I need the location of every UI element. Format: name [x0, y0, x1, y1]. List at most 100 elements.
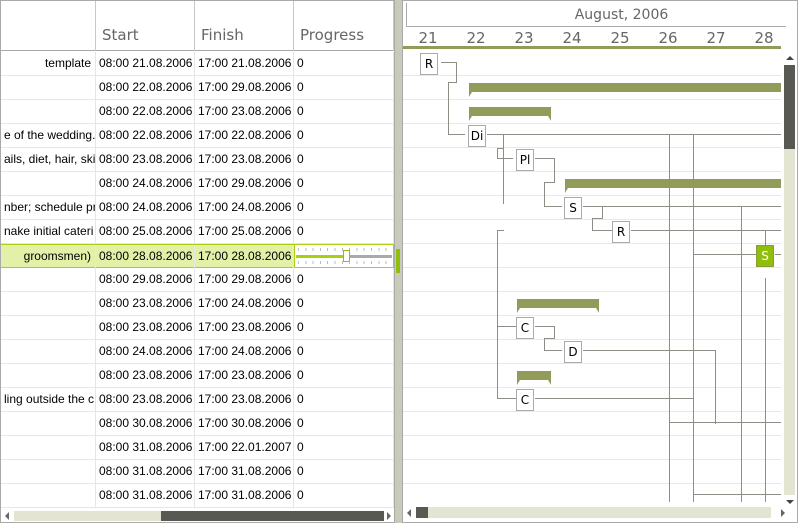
progress-slider[interactable]: [294, 244, 394, 268]
cell-name[interactable]: [1, 316, 96, 340]
cell-progress[interactable]: 0: [294, 340, 394, 364]
cell-finish[interactable]: 17:00 23.08.2006: [195, 148, 294, 172]
cell-finish[interactable]: 17:00 23.08.2006: [195, 388, 294, 412]
cell-finish[interactable]: 17:00 24.08.2006: [195, 340, 294, 364]
cell-finish[interactable]: 17:00 28.08.2006: [195, 245, 294, 269]
milestone-task[interactable]: S: [756, 245, 774, 267]
table-row[interactable]: 08:00 31.08.2006 17:00 22.01.2007 0: [1, 436, 394, 460]
cell-start[interactable]: 08:00 31.08.2006: [96, 460, 195, 484]
cell-start[interactable]: 08:00 24.08.2006: [96, 196, 195, 220]
cell-name[interactable]: [1, 364, 96, 388]
scroll-right-icon[interactable]: [781, 509, 785, 517]
cell-name[interactable]: template: [1, 52, 96, 76]
cell-start[interactable]: 08:00 31.08.2006: [96, 484, 195, 508]
task-box[interactable]: C: [516, 317, 534, 339]
cell-start[interactable]: 08:00 25.08.2006: [96, 220, 195, 244]
task-box[interactable]: Di: [468, 125, 486, 147]
cell-name[interactable]: [1, 484, 96, 508]
cell-start[interactable]: 08:00 24.08.2006: [96, 172, 195, 196]
cell-finish[interactable]: 17:00 30.08.2006: [195, 412, 294, 436]
cell-start[interactable]: 08:00 28.08.2006: [96, 245, 195, 269]
table-row[interactable]: 08:00 23.08.2006 17:00 24.08.2006 0: [1, 292, 394, 316]
cell-progress[interactable]: 0: [294, 412, 394, 436]
cell-start[interactable]: 08:00 31.08.2006: [96, 436, 195, 460]
task-box[interactable]: S: [564, 197, 582, 219]
table-row[interactable]: 08:00 22.08.2006 17:00 29.08.2006 0: [1, 76, 394, 100]
cell-finish[interactable]: 17:00 22.08.2006: [195, 124, 294, 148]
cell-finish[interactable]: 17:00 31.08.2006: [195, 484, 294, 508]
cell-progress[interactable]: 0: [294, 220, 394, 244]
cell-finish[interactable]: 17:00 24.08.2006: [195, 292, 294, 316]
cell-start[interactable]: 08:00 29.08.2006: [96, 268, 195, 292]
cell-finish[interactable]: 17:00 23.08.2006: [195, 364, 294, 388]
chart-vertical-scrollbar[interactable]: [782, 52, 797, 508]
cell-finish[interactable]: 17:00 29.08.2006: [195, 172, 294, 196]
scroll-track[interactable]: [416, 507, 771, 518]
task-box[interactable]: R: [612, 221, 630, 243]
cell-name[interactable]: [1, 268, 96, 292]
cell-name[interactable]: [1, 412, 96, 436]
cell-progress[interactable]: 0: [294, 436, 394, 460]
summary-bar[interactable]: [517, 299, 599, 313]
cell-start[interactable]: 08:00 23.08.2006: [96, 148, 195, 172]
cell-name[interactable]: groomsmen): [1, 245, 96, 269]
cell-start[interactable]: 08:00 23.08.2006: [96, 364, 195, 388]
table-row[interactable]: template 08:00 21.08.2006 17:00 21.08.2006…: [1, 52, 394, 76]
column-header-progress[interactable]: Progress: [294, 1, 394, 51]
table-row[interactable]: groomsmen) 08:00 28.08.2006 17:00 28.08.20…: [1, 244, 394, 269]
cell-name[interactable]: nake initial cateri: [1, 220, 96, 244]
cell-progress[interactable]: 0: [294, 148, 394, 172]
summary-bar[interactable]: [517, 371, 551, 385]
cell-name[interactable]: [1, 172, 96, 196]
cell-start[interactable]: 08:00 24.08.2006: [96, 340, 195, 364]
cell-finish[interactable]: 17:00 22.01.2007: [195, 436, 294, 460]
column-header-start[interactable]: Start: [96, 1, 195, 51]
table-row[interactable]: ling outside the c 08:00 23.08.2006 17:00 …: [1, 388, 394, 412]
task-box[interactable]: R: [420, 53, 438, 75]
scroll-thumb[interactable]: [784, 65, 795, 149]
scroll-left-icon[interactable]: [5, 512, 9, 520]
cell-start[interactable]: 08:00 21.08.2006: [96, 52, 195, 76]
table-row[interactable]: nber; schedule pr 08:00 24.08.2006 17:00 2…: [1, 196, 394, 220]
summary-bar[interactable]: [469, 83, 781, 97]
scroll-thumb[interactable]: [416, 507, 428, 518]
cell-start[interactable]: 08:00 30.08.2006: [96, 412, 195, 436]
task-box[interactable]: D: [564, 341, 582, 363]
cell-finish[interactable]: 17:00 25.08.2006: [195, 220, 294, 244]
splitter-handle[interactable]: [396, 249, 400, 273]
cell-start[interactable]: 08:00 22.08.2006: [96, 124, 195, 148]
cell-progress[interactable]: 0: [294, 484, 394, 508]
cell-name[interactable]: [1, 436, 96, 460]
cell-finish[interactable]: 17:00 29.08.2006: [195, 76, 294, 100]
cell-start[interactable]: 08:00 22.08.2006: [96, 76, 195, 100]
scroll-right-icon[interactable]: [387, 512, 391, 520]
cell-name[interactable]: [1, 100, 96, 124]
cell-name[interactable]: [1, 292, 96, 316]
cell-progress[interactable]: 0: [294, 292, 394, 316]
table-row[interactable]: nake initial cateri 08:00 25.08.2006 17:00…: [1, 220, 394, 244]
table-row[interactable]: 08:00 31.08.2006 17:00 31.08.2006 0: [1, 484, 394, 508]
cell-name[interactable]: ling outside the c: [1, 388, 96, 412]
table-row[interactable]: 08:00 24.08.2006 17:00 24.08.2006 0: [1, 340, 394, 364]
summary-bar[interactable]: [469, 107, 551, 121]
summary-bar[interactable]: [565, 179, 781, 193]
cell-progress[interactable]: 0: [294, 196, 394, 220]
cell-start[interactable]: 08:00 23.08.2006: [96, 316, 195, 340]
cell-progress[interactable]: 0: [294, 364, 394, 388]
cell-finish[interactable]: 17:00 29.08.2006: [195, 268, 294, 292]
grid-horizontal-scrollbar[interactable]: [1, 509, 394, 522]
cell-finish[interactable]: 17:00 24.08.2006: [195, 196, 294, 220]
cell-progress[interactable]: 0: [294, 316, 394, 340]
table-row[interactable]: 08:00 22.08.2006 17:00 23.08.2006 0: [1, 100, 394, 124]
table-row[interactable]: ails, diet, hair, ski 08:00 23.08.2006 17:…: [1, 148, 394, 172]
task-box[interactable]: Pl: [516, 149, 534, 171]
scroll-thumb[interactable]: [161, 511, 384, 521]
cell-finish[interactable]: 17:00 21.08.2006: [195, 52, 294, 76]
cell-name[interactable]: nber; schedule pr: [1, 196, 96, 220]
cell-progress[interactable]: 0: [294, 100, 394, 124]
cell-progress[interactable]: 0: [294, 460, 394, 484]
cell-progress[interactable]: 0: [294, 124, 394, 148]
cell-progress[interactable]: 0: [294, 172, 394, 196]
cell-name[interactable]: [1, 340, 96, 364]
table-row[interactable]: 08:00 24.08.2006 17:00 29.08.2006 0: [1, 172, 394, 196]
